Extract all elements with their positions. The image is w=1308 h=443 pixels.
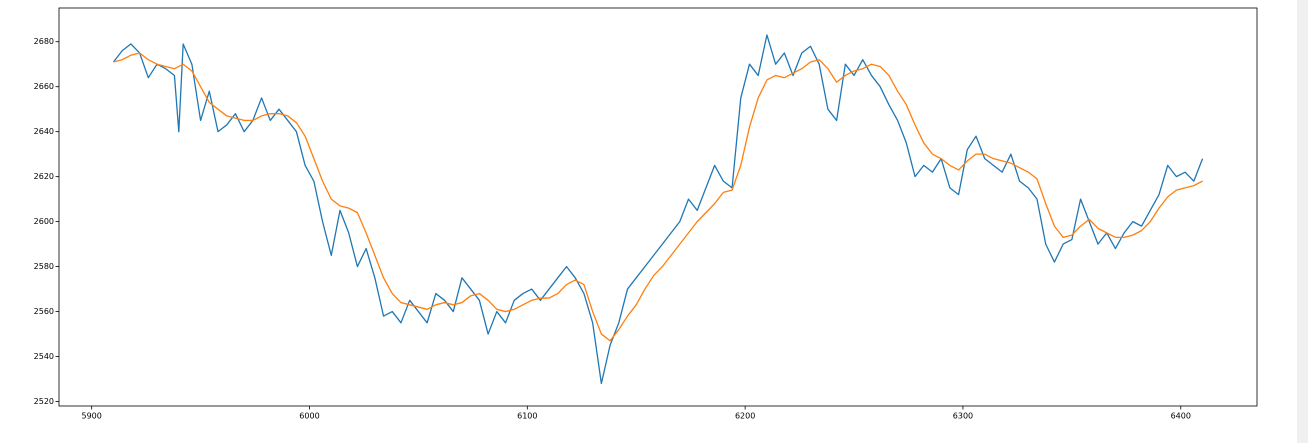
- y-tick-label: 2520: [34, 397, 54, 406]
- x-tick-label: 6300: [953, 412, 973, 421]
- y-tick-label: 2560: [34, 307, 54, 316]
- x-tick-label: 6200: [735, 412, 755, 421]
- y-tick-label: 2540: [34, 352, 54, 361]
- series-line: [113, 52, 1203, 342]
- y-tick-label: 2600: [34, 217, 54, 226]
- x-tick-label: 6400: [1171, 412, 1191, 421]
- plot-frame: [58, 7, 1258, 407]
- x-tick-label: 5900: [81, 412, 101, 421]
- y-tick-label: 2620: [34, 172, 54, 181]
- y-tick-label: 2680: [34, 37, 54, 46]
- x-tick-label: 6000: [299, 412, 319, 421]
- y-tick-label: 2580: [34, 262, 54, 271]
- scrollbar: [1297, 0, 1308, 443]
- y-tick-label: 2660: [34, 82, 54, 91]
- y-tick-label: 2640: [34, 127, 54, 136]
- x-tick-label: 6100: [517, 412, 537, 421]
- series-line: [112, 34, 1204, 385]
